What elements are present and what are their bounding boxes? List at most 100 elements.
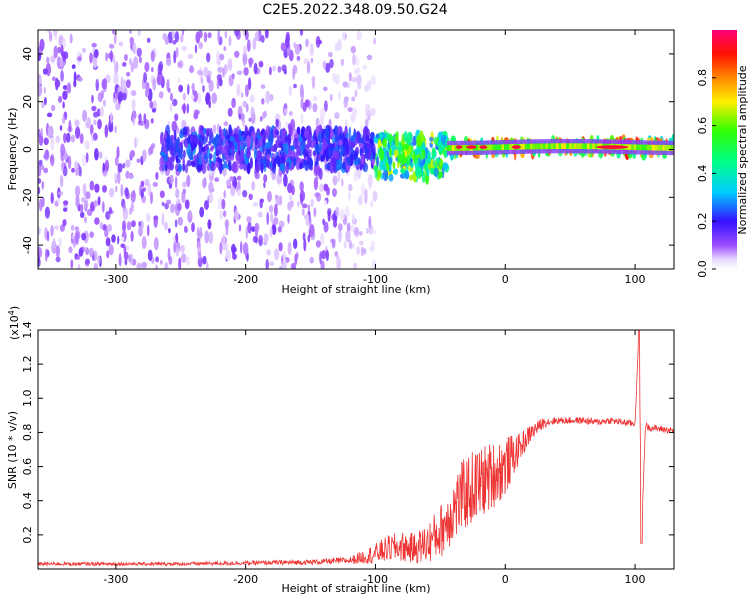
spectrogram-cell [196, 164, 203, 173]
spectrogram-cell [202, 85, 205, 93]
snr-y-scale-note: (x104) [7, 306, 21, 340]
spectrogram-cell [253, 62, 258, 75]
spectrogram-y-tick-label: -20 [21, 188, 34, 206]
spectrogram-cell [62, 166, 68, 177]
spectrogram-cell [234, 30, 240, 37]
spectrogram-cell [250, 106, 255, 119]
spectrogram-cell [252, 235, 258, 243]
spectrogram-cell [50, 55, 56, 63]
spectrogram-cell [350, 45, 356, 54]
spectrogram-cell [75, 195, 80, 208]
spectrogram-cell [313, 177, 318, 191]
spectrogram-cell [338, 229, 342, 243]
spectrogram-cell [129, 30, 132, 34]
spectrogram-cell [54, 79, 61, 88]
spectrogram-cell [303, 238, 307, 252]
spectrogram-cell [283, 103, 288, 110]
spectrogram-cell [254, 31, 260, 42]
spectrogram-cell [262, 111, 266, 120]
carrier-peak [466, 145, 477, 149]
spectrogram-cell [189, 65, 195, 74]
spectrogram-cell [130, 150, 135, 158]
spectrogram-cell [67, 155, 72, 169]
spectrogram-cell [47, 126, 52, 139]
spectrogram-cell [332, 188, 337, 197]
spectrogram-cell [276, 133, 280, 142]
carrier-core [636, 144, 640, 151]
spectrogram-cell [89, 52, 93, 64]
spectrogram-cell [418, 156, 421, 169]
spectrogram-cell [91, 42, 97, 48]
spectrogram-cell [89, 231, 94, 238]
carrier-core [522, 143, 526, 150]
spectrogram-cell [229, 176, 235, 182]
spectrogram-cell [208, 100, 212, 109]
spectrogram-cell [382, 164, 387, 171]
carrier-core [496, 144, 500, 151]
spectrogram-cell [40, 164, 45, 170]
spectrogram-cell [370, 75, 376, 86]
spectrogram-cell [82, 109, 88, 122]
spectrogram-cell [182, 181, 187, 188]
spectrogram-cell [45, 248, 48, 262]
spectrogram-cell [310, 57, 314, 64]
spectrogram-cell [159, 190, 165, 199]
spectrogram-cell [266, 211, 270, 225]
spectrogram-cell [208, 231, 214, 244]
spectrogram-cell [332, 175, 338, 186]
carrier-core [485, 144, 489, 151]
spectrogram-cell [372, 151, 377, 161]
spectrogram-cell [129, 37, 135, 45]
spectrogram-cell [403, 131, 408, 142]
spectrogram-cell [206, 52, 211, 63]
spectrogram-cell [111, 234, 116, 243]
spectrogram-cell [334, 112, 340, 120]
carrier-core [545, 143, 549, 150]
spectrogram-cell [403, 143, 409, 151]
spectrogram-cell [137, 30, 141, 37]
spectrogram-cell [319, 251, 322, 265]
spectrogram-cell [265, 259, 269, 269]
carrier-core [574, 143, 578, 149]
spectrogram-cell [216, 157, 219, 162]
spectrogram-cell [78, 166, 82, 177]
spectrogram-cell [225, 242, 229, 252]
spectrogram-cell [173, 50, 177, 64]
spectrogram-cell [103, 77, 107, 87]
carrier-core [631, 144, 635, 150]
spectrogram-cell [136, 47, 142, 57]
spectrogram-cell [186, 160, 192, 167]
spectrogram-cell [155, 256, 160, 263]
spectrogram-cell [347, 107, 353, 112]
spectrogram-cell [264, 30, 269, 39]
spectrogram-cell [171, 30, 175, 40]
spectrogram-cell [207, 219, 212, 230]
spectrogram-cell [333, 125, 339, 137]
carrier-core [589, 143, 593, 150]
spectrogram-cell [283, 68, 287, 75]
spectrogram-cell [122, 220, 126, 233]
spectrogram-cell [144, 178, 150, 187]
spectrogram-cell [58, 191, 64, 196]
colorbar-tick-label: 0.2 [696, 212, 709, 230]
spectrogram-cell [227, 145, 231, 156]
spectrogram-cell [252, 202, 258, 208]
spectrogram-cell [144, 88, 150, 98]
spectrogram-cell [156, 74, 163, 86]
spectrogram-cell [324, 100, 328, 112]
spectrogram-cell [100, 89, 104, 100]
spectrogram-cell [416, 134, 422, 147]
spectrogram-cell [184, 163, 189, 174]
spectrogram-cell [51, 104, 56, 112]
spectrogram-cell [86, 117, 92, 129]
spectrogram-cell [77, 56, 82, 62]
spectrogram-cell [122, 162, 126, 169]
spectrogram-cell [186, 137, 191, 144]
carrier-core [504, 144, 508, 150]
spectrogram-cell [312, 103, 318, 113]
spectrogram-cell [387, 157, 393, 165]
spectrogram-cell [254, 224, 259, 238]
spectrogram-cell [337, 38, 342, 52]
spectrogram-cell [303, 58, 309, 65]
spectrogram-cell [327, 51, 333, 58]
